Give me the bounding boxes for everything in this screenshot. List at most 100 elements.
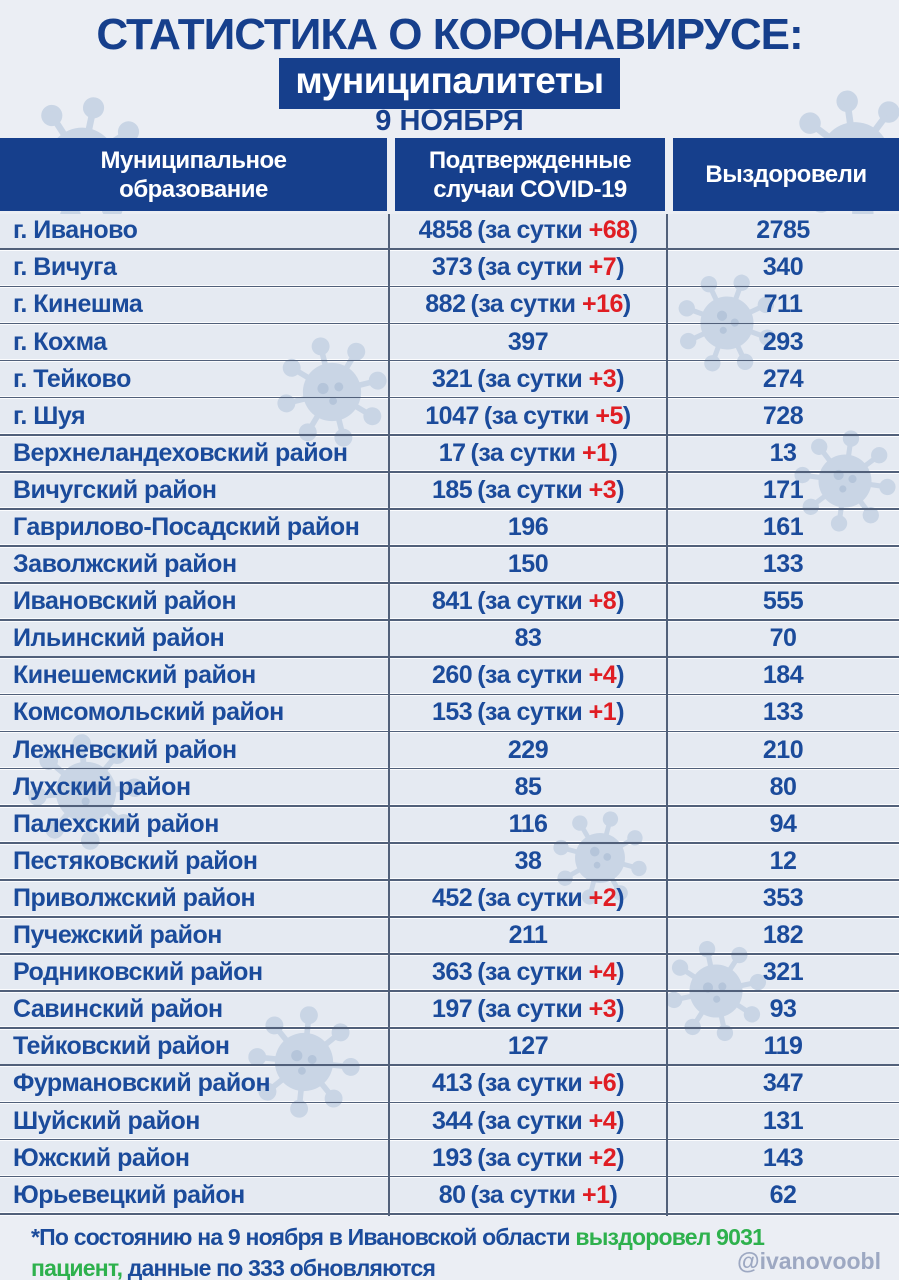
table-row: г. Тейково 321 (за сутки +3) 274 [0,362,899,398]
confirmed-total: 373 [431,253,473,282]
confirmed-cases-cell: 80 (за сутки +1) [389,1181,667,1210]
recovered-cell: 555 [762,587,804,616]
confirmed-total: 841 [431,587,473,616]
daily-increase: (за сутки +1) [470,438,618,467]
confirmed-total: 882 [425,290,466,319]
municipality-name: Приволжский район [13,883,256,912]
confirmed-total: 185 [431,475,473,504]
daily-increase: (за сутки +6) [477,1069,625,1098]
table-row: Южский район 193 (за сутки +2) 143 [0,1141,899,1177]
recovered-cell: 353 [762,883,804,912]
table-row: Лухский район 85(за сутки ) 80 [0,770,899,806]
table-row: г. Шуя 1047 (за сутки +5) 728 [0,399,899,436]
recovered-cell: 133 [762,550,804,579]
recovered-cell: 80 [769,772,797,801]
municipality-table: г. Иваново 4858 (за сутки +68) 2785 г. Ви… [0,214,899,1216]
confirmed-total: 321 [431,364,473,393]
table-row: Лежневский район 229(за сутки ) 210 [0,733,899,769]
header-gap [387,138,395,211]
recovered-cell: 182 [762,921,804,950]
table-row: г. Вичуга 373 (за сутки +7) 340 [0,251,899,287]
municipality-name: Фурмановский район [13,1069,271,1098]
daily-increase-value: +8 [588,587,617,616]
confirmed-cases-cell: 127(за сутки ) [389,1032,667,1061]
recovered-cell: 93 [769,995,797,1024]
daily-increase-value: +3 [588,475,617,504]
confirmed-cases-cell: 83(за сутки ) [389,624,667,653]
confirmed-cases-cell: 4858 (за сутки +68) [389,216,667,245]
municipality-name: Родниковский район [13,958,263,987]
daily-increase: (за сутки +3) [477,364,625,393]
confirmed-total: 116 [508,809,548,838]
table-row: Приволжский район 452 (за сутки +2) 353 [0,881,899,918]
municipality-name: Южский район [13,1143,190,1172]
municipality-name: г. Кинешма [13,290,143,319]
municipality-name: г. Вичуга [13,253,117,282]
daily-increase-value: +3 [588,364,617,393]
table-row: Ильинский район 83(за сутки ) 70 [0,622,899,658]
confirmed-cases-cell: 344 (за сутки +4) [389,1107,667,1136]
confirmed-cases-cell: 38(за сутки ) [389,847,667,876]
recovered-cell: 131 [762,1106,804,1135]
table-row: Юрьевецкий район 80 (за сутки +1) 62 [0,1178,899,1215]
recovered-cell: 133 [762,698,804,727]
daily-increase-value: +1 [588,698,617,727]
table-row: Вичугский район 185 (за сутки +3) 171 [0,473,899,510]
municipality-name: Вичугский район [13,475,217,504]
daily-increase-value: +4 [588,661,617,690]
confirmed-cases-cell: 17 (за сутки +1) [389,439,667,468]
daily-increase-value: +4 [588,1106,617,1135]
confirmed-total: 197 [431,995,473,1024]
confirmed-cases-cell: 1047 (за сутки +5) [389,402,667,431]
confirmed-cases-cell: 85(за сутки ) [389,773,667,802]
recovered-cell: 711 [763,290,803,319]
column-header-recovered: Выздоровели [673,138,899,211]
confirmed-cases-cell: 197 (за сутки +3) [389,995,667,1024]
daily-increase: (за сутки +3) [477,995,625,1024]
daily-increase: (за сутки +1) [470,1180,618,1209]
daily-increase-value: +6 [588,1069,617,1098]
confirmed-total: 260 [431,661,473,690]
header-gap [665,138,673,211]
daily-increase: (за сутки +2) [477,883,625,912]
column-divider [388,214,391,1216]
municipality-name: Пестяковский район [13,846,258,875]
municipality-name: Шуйский район [13,1106,200,1135]
table-row: Заволжский район 150(за сутки ) 133 [0,547,899,584]
confirmed-cases-cell: 260 (за сутки +4) [389,661,667,690]
daily-increase: (за сутки +4) [477,958,625,987]
recovered-total-highlight: выздоровел 9031 [575,1224,765,1250]
table-row: Ивановский район 841 (за сутки +8) 555 [0,584,899,621]
table-row: Тейковский район 127(за сутки ) 119 [0,1030,899,1066]
confirmed-total: 413 [431,1069,473,1098]
confirmed-cases-cell: 153 (за сутки +1) [389,698,667,727]
confirmed-total: 17 [438,438,466,467]
daily-increase: (за сутки +4) [477,1106,625,1135]
daily-increase: (за сутки +2) [477,1143,625,1172]
municipality-name: Лежневский район [13,735,237,764]
recovered-cell: 12 [769,846,797,875]
confirmed-total: 85 [514,772,542,801]
recovered-cell: 184 [762,661,804,690]
daily-increase-value: +68 [588,216,630,245]
daily-increase: (за сутки +5) [483,401,631,430]
daily-increase-value: +4 [588,958,617,987]
municipality-name: Ильинский район [13,624,225,653]
subtitle-badge: муниципалитеты [279,58,620,109]
municipality-name: Юрьевецкий район [13,1180,245,1209]
report-date: 9 НОЯБРЯ [375,105,524,137]
table-row: Палехский район 116(за сутки ) 94 [0,807,899,844]
table-row: г. Кохма 397(за сутки ) 293 [0,325,899,361]
confirmed-cases-cell: 373 (за сутки +7) [389,253,667,282]
municipality-name: г. Тейково [13,364,131,393]
confirmed-total: 150 [507,550,549,579]
municipality-name: Пучежский район [13,921,222,950]
daily-increase-value: +3 [588,995,617,1024]
municipality-name: Савинский район [13,995,223,1024]
footnote-line-2: пациент, данные по 333 обновляются [31,1255,436,1280]
confirmed-cases-cell: 363 (за сутки +4) [389,958,667,987]
confirmed-total: 80 [438,1180,466,1209]
confirmed-total: 127 [507,1032,549,1061]
recovered-cell: 171 [762,475,804,504]
confirmed-cases-cell: 193 (за сутки +2) [389,1144,667,1173]
